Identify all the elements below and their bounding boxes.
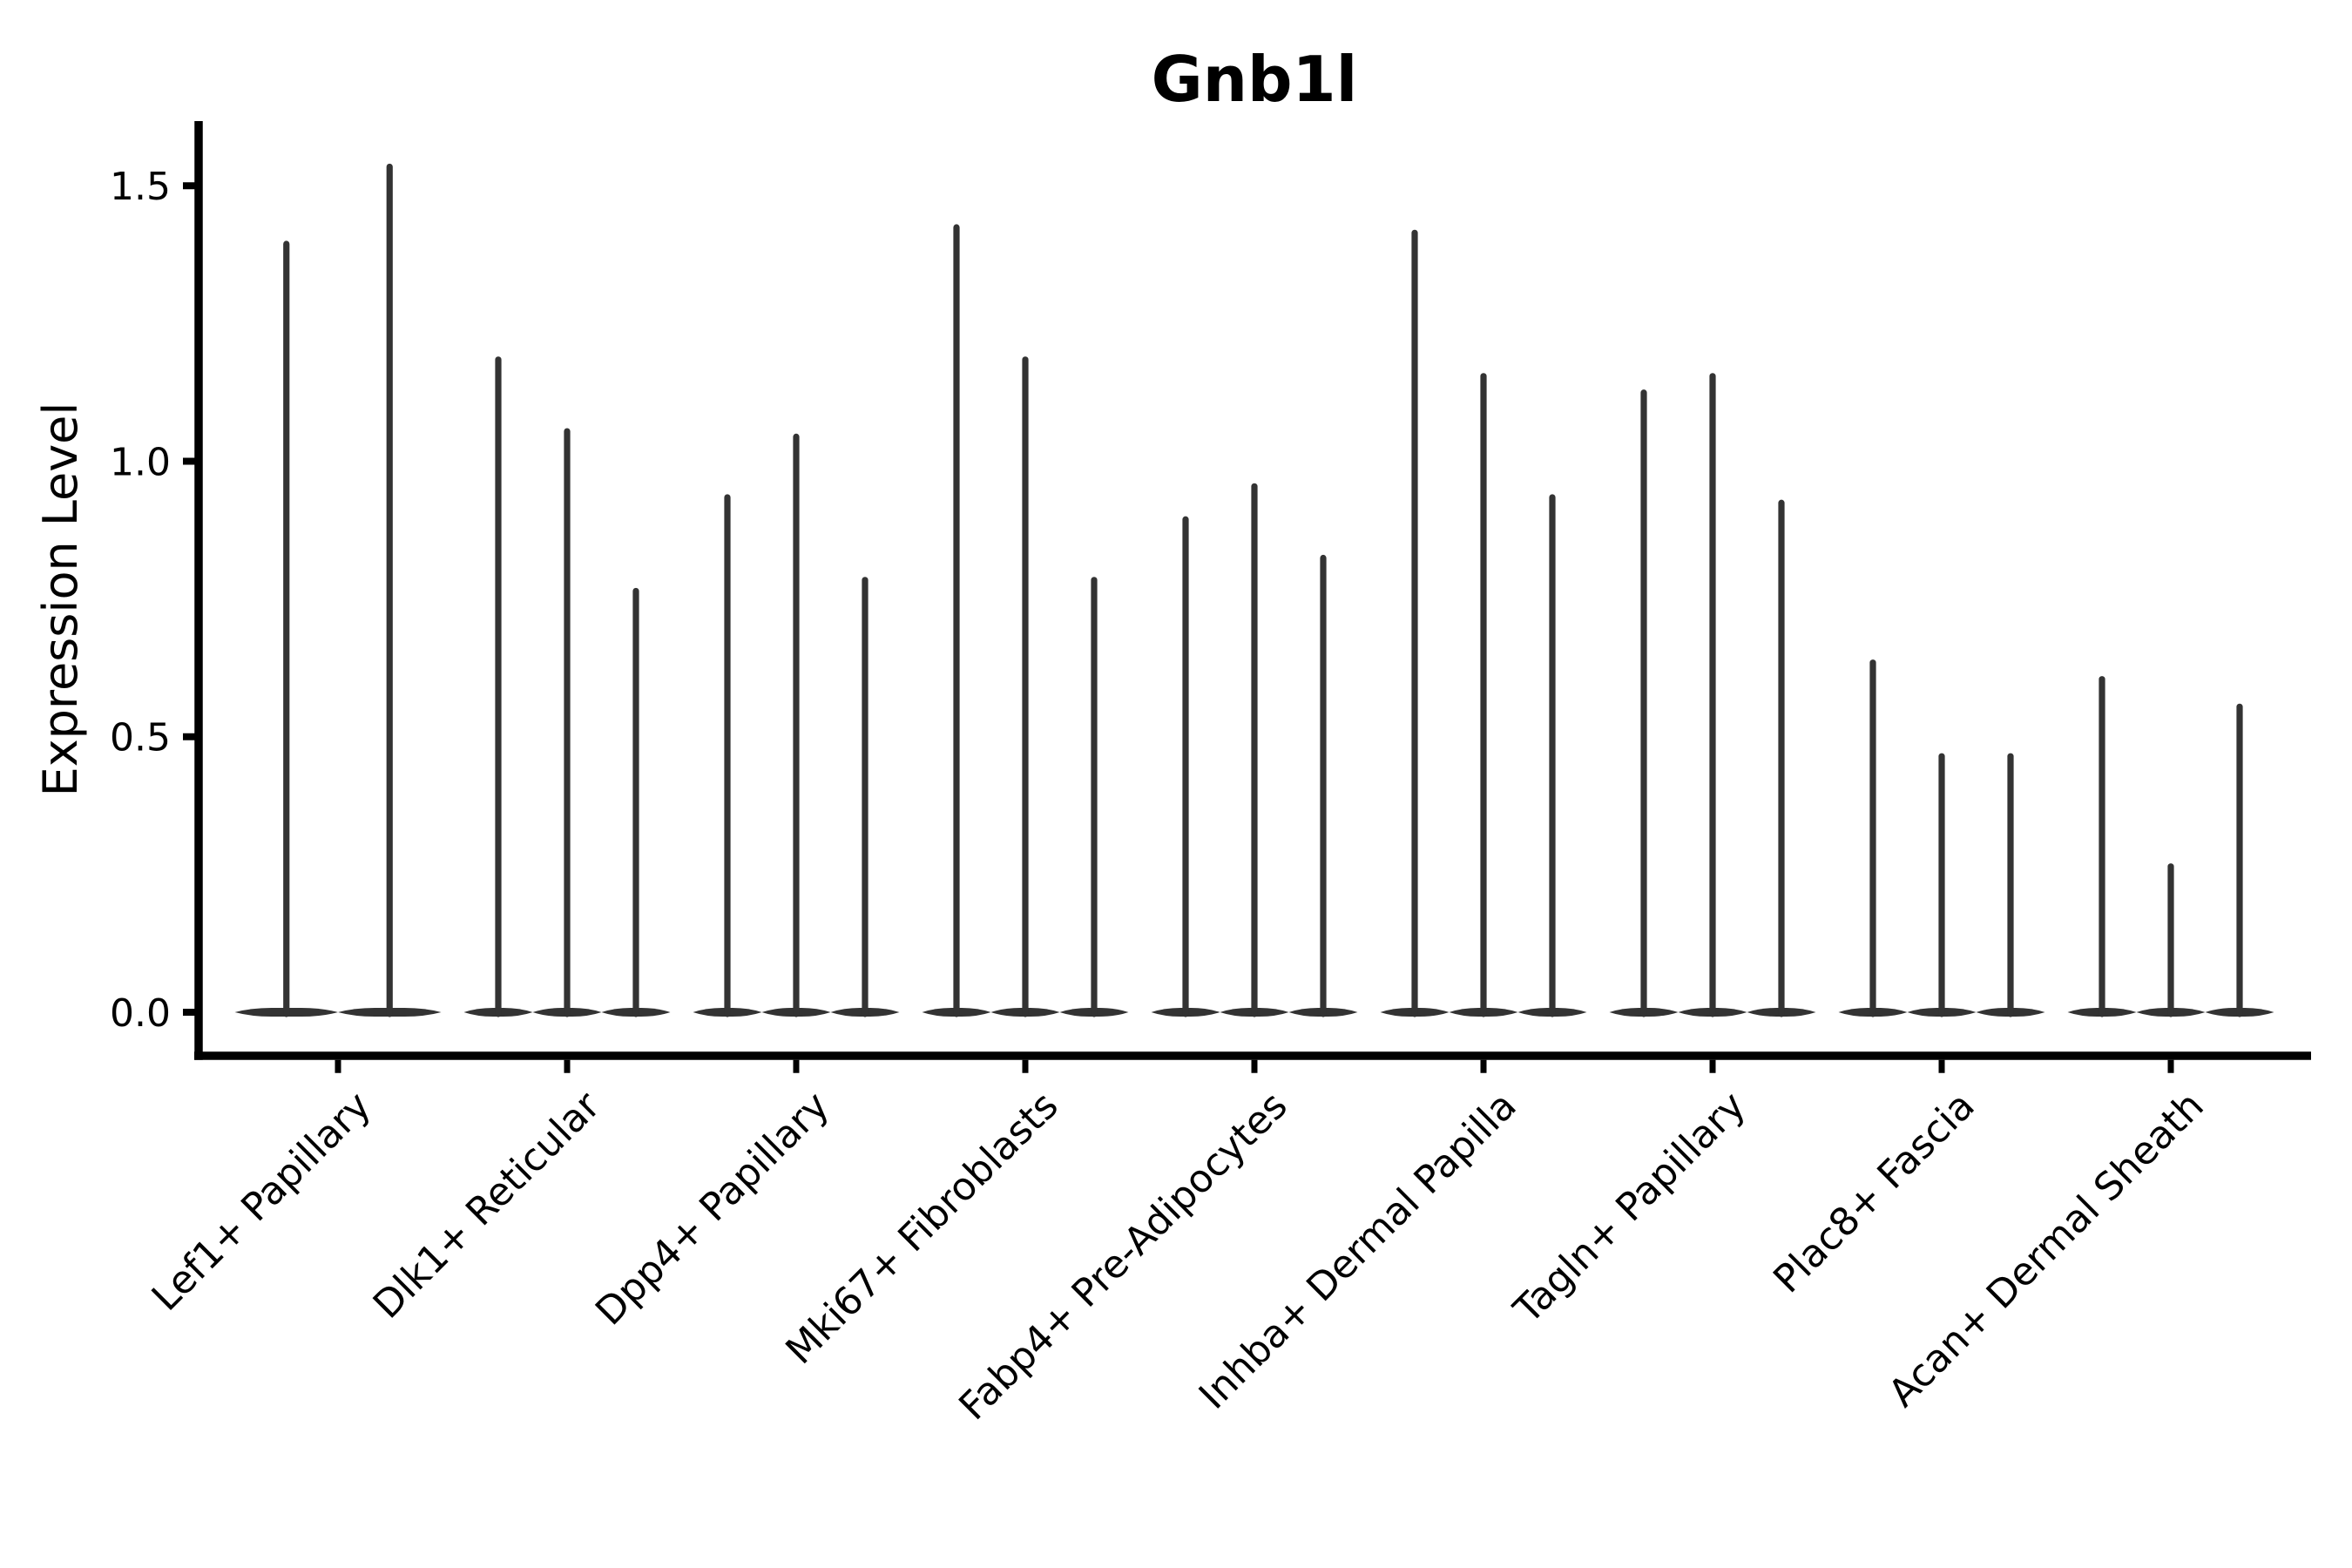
y-tick-label: 1.5 — [110, 165, 171, 209]
violin — [990, 356, 1060, 1017]
violin-group — [1380, 229, 1587, 1017]
violin — [761, 433, 831, 1017]
y-tick-labels: 0.0 0.5 1.0 1.5 — [110, 165, 171, 1036]
violin-group — [463, 356, 671, 1017]
violin — [234, 240, 338, 1017]
y-tick-label: 0.0 — [110, 991, 171, 1036]
violin — [463, 356, 533, 1017]
violin — [693, 494, 762, 1017]
x-tick-label: Plac8+ Fascia — [1765, 1084, 1984, 1302]
x-tick-label: Lef1+ Papillary — [144, 1084, 380, 1320]
violin-group — [1609, 373, 1816, 1017]
violin — [830, 577, 900, 1017]
y-tick-label: 1.0 — [110, 440, 171, 484]
x-tick-label: Dlk1+ Reticular — [365, 1083, 610, 1328]
violin — [1220, 483, 1289, 1017]
violin — [1678, 373, 1747, 1017]
violin — [2067, 676, 2137, 1017]
violin — [1609, 389, 1679, 1017]
y-axis-label: Expression Level — [33, 402, 88, 797]
x-tick-label: Tagln+ Papillary — [1505, 1084, 1754, 1333]
violin — [1517, 494, 1587, 1017]
violin — [1838, 659, 1908, 1017]
violin — [601, 587, 671, 1017]
violin-group — [2067, 676, 2274, 1017]
violin — [1976, 753, 2045, 1017]
violin — [338, 163, 442, 1017]
violin — [1449, 373, 1518, 1017]
violin-group — [234, 163, 442, 1017]
violin — [2136, 863, 2206, 1017]
violin — [532, 428, 602, 1017]
violin — [1059, 577, 1129, 1017]
violin — [1288, 554, 1358, 1017]
chart-title: Gnb1l — [1152, 43, 1358, 116]
violin-group — [1151, 483, 1358, 1017]
violin-group — [922, 224, 1129, 1017]
violin — [1907, 753, 1977, 1017]
violins-layer — [234, 163, 2274, 1017]
violin-group — [1838, 659, 2045, 1017]
violin — [1380, 229, 1450, 1017]
y-tick-label: 0.5 — [110, 716, 171, 760]
violin — [1747, 499, 1816, 1017]
violin — [1151, 516, 1220, 1017]
violin — [2205, 703, 2274, 1017]
violin — [922, 224, 991, 1017]
x-tick-label: Dpp4+ Papillary — [587, 1084, 838, 1335]
axes — [183, 121, 2311, 1073]
violin-group — [693, 433, 900, 1017]
